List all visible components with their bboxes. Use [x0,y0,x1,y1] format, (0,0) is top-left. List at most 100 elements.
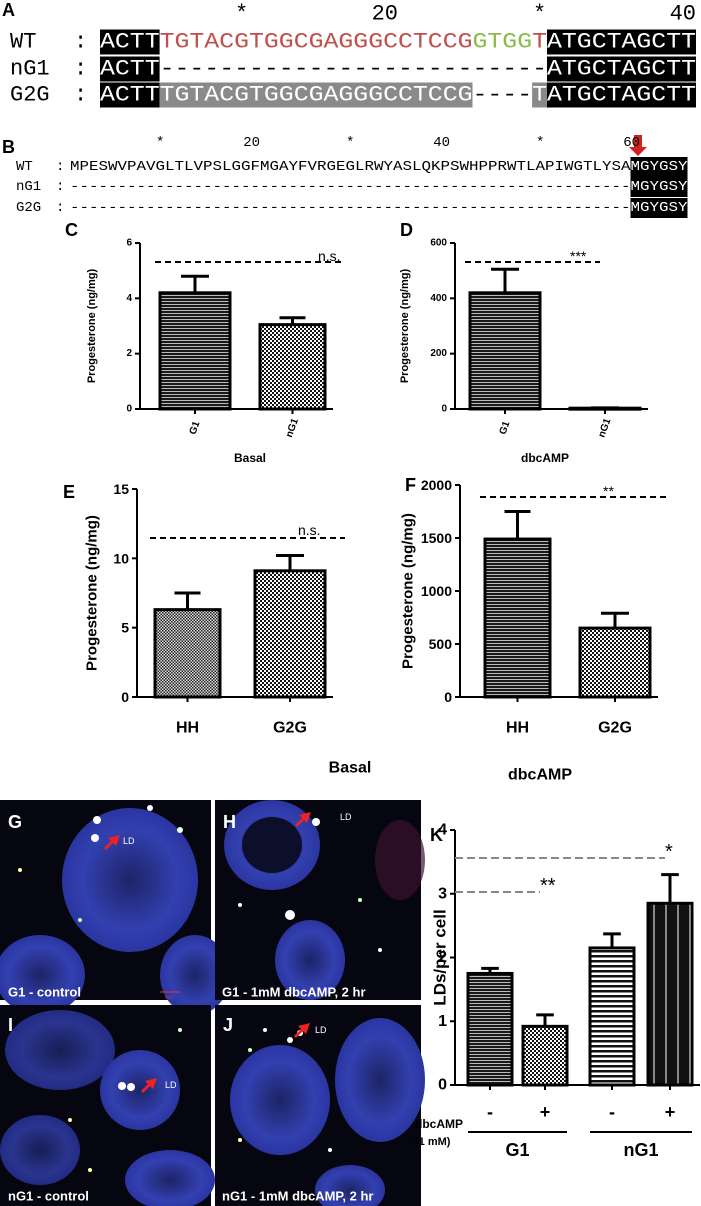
caption: nG1 - control [8,1189,89,1204]
sequence-block [100,29,160,55]
x-axis-label: dbcAMP [521,451,569,465]
micrograph: I LD nG1 - control [0,1005,215,1206]
group-label: G1 [505,1140,529,1160]
x-axis-label: dbcAMP [508,767,572,784]
sequence: ACTT [100,83,160,108]
sequence-block [630,177,688,197]
bar [483,537,552,699]
sequence: ACTT [100,30,160,55]
y-axis-label: Progesterone (ng/mg) [399,269,411,384]
row-label: G2G [16,200,41,216]
sequence-block [159,82,473,108]
y-tick-label: 0 [441,404,447,415]
ruler-label: 20 [243,135,260,151]
y-tick-label: 4 [438,822,447,839]
panel-label: A [2,0,15,20]
y-tick-label: 1 [438,1013,447,1030]
separator: : [56,179,64,195]
ruler-label: 40 [433,135,450,151]
sequence: MGYGSY [631,200,689,216]
sequence-block [100,56,160,82]
panel-label: J [223,1015,233,1035]
x-tick-label: G2G [273,720,307,737]
sequence-block [547,29,696,55]
bar [646,901,694,1087]
sequence: ATGCTAGCTT [547,83,696,108]
panel-label: E [63,482,75,502]
micrograph: H LD G1 - 1mM dbcAMP, 2 hr [215,800,425,1000]
sequence: ----------------------------------------… [70,200,631,216]
significance-label: * [665,841,673,863]
separator: : [74,83,87,108]
y-tick-label: 15 [113,481,129,497]
marker-label: LD [123,836,135,846]
y-tick-label: 400 [430,293,447,304]
sequence: MGYGSY [631,159,689,175]
x-tick-label: G1 [498,419,513,436]
sequence: ---- [473,83,533,108]
sequence: TGTACGTGGCGAGGGCCTCCG [160,83,473,108]
micrograph: J LD nG1 - 1mM dbcAMP, 2 hr [215,1005,425,1206]
x-tick-label: + [665,1102,676,1122]
y-tick-label: 2 [438,949,447,966]
sequence-block [100,82,160,108]
treatment-dose: (1 mM) [415,1136,451,1148]
y-tick-label: 2 [126,348,132,359]
sequence: ----------------------------------------… [70,179,631,195]
y-tick-label: 0 [444,689,452,705]
bar [588,946,636,1087]
separator: : [56,200,64,216]
y-tick-label: 500 [429,636,453,652]
y-tick-label: 10 [113,550,129,566]
panel-label: D [400,220,413,240]
sequence: -------------------------- [160,57,547,82]
micrograph: G LD G1 - control 5μm [0,800,230,1015]
significance-label: *** [570,248,587,264]
y-axis-label: LDs/per cell [431,909,450,1005]
x-tick-label: - [487,1102,493,1122]
caption: G1 - 1mM dbcAMP, 2 hr [222,985,366,1000]
marker-label: LD [315,1025,327,1035]
arrow [629,135,647,156]
x-axis-label: Basal [329,760,372,777]
ruler-label: 60 [623,135,640,151]
sequence: GTGG [473,30,533,55]
group-label: nG1 [623,1140,658,1160]
x-tick-label: nG1 [597,417,614,439]
sequence-block [630,157,688,177]
panel-label: H [223,812,236,832]
row-label: nG1 [10,57,50,82]
sequence: ATGCTAGCTT [547,57,696,82]
panel-label: B [2,137,15,157]
ruler-label: * [536,135,544,151]
scale: 5μm [165,995,174,1000]
separator: : [56,159,64,175]
x-tick-label: HH [176,720,199,737]
ruler-label: * [346,135,354,151]
row-label: WT [16,159,33,175]
bar [253,569,327,699]
bar [578,626,652,699]
sequence: ATGCTAGCTT [547,30,696,55]
y-tick-label: 1000 [421,583,452,599]
y-tick-label: 5 [121,620,129,636]
sequence: MPESWVPAVGLTLVPSLGGFMGAYFVRGEGLRWYASLQKP… [70,159,631,175]
y-tick-label: 600 [430,238,447,249]
y-axis-label: Progesterone (ng/mg) [84,515,101,671]
y-axis-label: Progesterone (ng/mg) [400,513,417,669]
row-label: WT [10,30,36,55]
row-label: nG1 [16,179,41,195]
y-tick-label: 0 [126,404,132,415]
y-tick-label: 4 [126,293,132,304]
significance-label: ** [603,483,614,499]
ruler-label: 20 [372,2,398,27]
bar [521,1024,569,1087]
significance-label: ** [540,875,556,897]
x-tick-label: G1 [188,419,203,436]
ruler-label: * [156,135,164,151]
bar [153,608,222,699]
y-tick-label: 0 [438,1077,447,1094]
x-tick-label: + [540,1102,551,1122]
sequence: ACTT [100,57,160,82]
